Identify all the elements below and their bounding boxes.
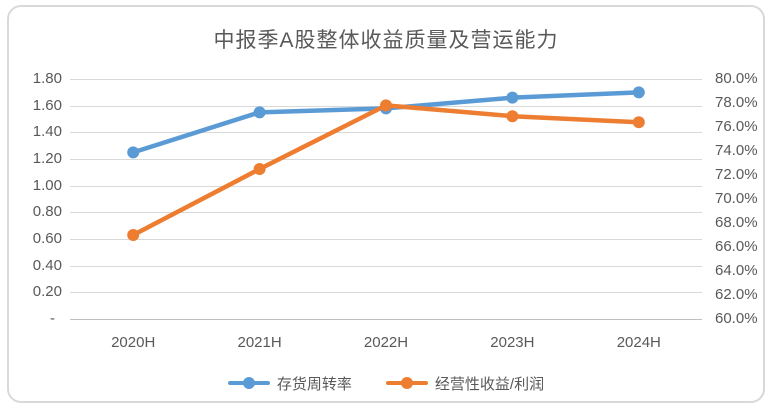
legend-item-inventory-turnover: 存货周转率 — [227, 373, 352, 394]
legend-label: 经营性收益/利润 — [434, 375, 545, 393]
chart-card: 中报季A股整体收益质量及营运能力 1.80 1.60 1.40 1.20 1.00 0.8… — [7, 5, 765, 403]
series-1-point-2024H — [632, 116, 645, 129]
blue-line-marker-icon — [227, 377, 270, 389]
x-axis-tick-label: 2024H — [616, 334, 661, 351]
left-axis-tick-label: - — [50, 310, 55, 327]
gridline — [70, 212, 702, 214]
series-0-point-2024H — [632, 86, 645, 99]
plot-area — [70, 79, 702, 320]
chart-title: 中报季A股整体收益质量及营运能力 — [213, 29, 559, 52]
left-axis-tick-label: 1.40 — [32, 123, 62, 141]
right-axis-tick-label: 72.0% — [715, 166, 758, 183]
gridline — [70, 159, 702, 160]
orange-line-marker-icon — [385, 377, 428, 389]
x-axis-tick-label: 2021H — [237, 334, 282, 351]
legend-label: 存货周转率 — [276, 375, 352, 393]
x-axis-tick-label: 2020H — [111, 334, 156, 351]
gridline — [70, 185, 702, 187]
series-1-point-2022H — [380, 99, 392, 112]
left-axis-tick-label: 1.80 — [32, 70, 62, 87]
left-axis-tick-label: 0.80 — [32, 203, 62, 221]
x-axis-line — [70, 319, 702, 320]
series-1-point-2020H — [127, 229, 140, 241]
left-axis-tick-label: 1.20 — [32, 150, 62, 167]
legend: 存货周转率 经营性收益/利润 — [9, 372, 763, 394]
left-axis-tick-label: 0.40 — [32, 256, 62, 274]
x-axis-tick-label: 2022H — [363, 334, 409, 351]
series-1-point-2021H — [253, 163, 266, 175]
series-line-1 — [130, 103, 642, 238]
left-axis-tick-label: 0.20 — [32, 283, 62, 301]
series-0-point-2020H — [127, 146, 140, 159]
gridline — [70, 265, 702, 267]
series-layer — [127, 86, 645, 241]
right-axis-tick-label: 76.0% — [715, 118, 758, 135]
legend-item-operating-income-ratio: 经营性收益/利润 — [385, 373, 545, 394]
right-axis-tick-label: 80.0% — [715, 70, 758, 87]
x-axis-tick-label: 2023H — [490, 334, 535, 351]
right-axis-tick-label: 70.0% — [715, 190, 758, 207]
series-0-point-2021H — [253, 106, 266, 119]
series-1-point-2023H — [506, 110, 519, 123]
gridline — [70, 239, 702, 240]
gridline — [70, 79, 702, 80]
right-axis-tick-label: 78.0% — [715, 94, 758, 111]
series-0-point-2023H — [506, 91, 519, 104]
left-axis-tick-label: 1.00 — [32, 176, 62, 194]
gridline — [70, 292, 702, 294]
right-axis-tick-label: 66.0% — [715, 238, 758, 255]
gridline — [70, 132, 702, 134]
right-axis-tick-label: 74.0% — [715, 142, 758, 159]
right-axis-tick-label: 60.0% — [715, 310, 758, 327]
right-axis-tick-label: 62.0% — [715, 286, 758, 303]
right-axis-tick-label: 64.0% — [715, 262, 758, 279]
right-axis-tick-label: 68.0% — [715, 214, 758, 231]
left-axis-tick-label: 0.60 — [32, 230, 62, 247]
left-axis-tick-label: 1.60 — [32, 96, 62, 114]
